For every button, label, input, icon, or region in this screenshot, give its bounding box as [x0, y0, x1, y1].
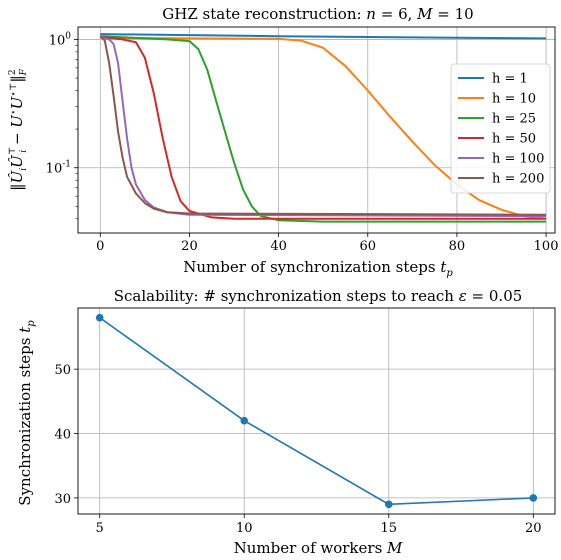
top-series-line-3 [100, 35, 547, 220]
top-plot-frame [77, 26, 556, 234]
bottom-chart-title: Scalability: # synchronization steps to … [114, 287, 523, 305]
top-x-axis-label: Number of synchronization steps tp [183, 258, 453, 279]
top-legend-label: h = 10 [492, 92, 536, 107]
top-series-group [99, 33, 547, 223]
top-x-tick-label: 60 [359, 239, 376, 254]
bottom-data-point [384, 500, 393, 509]
top-chart-title: GHZ state reconstruction: n = 6, M = 10 [162, 5, 473, 23]
bottom-data-point [95, 313, 104, 322]
top-x-tick-label: 40 [270, 239, 287, 254]
top-legend-box [450, 63, 551, 194]
top-series-line-5 [99, 35, 547, 216]
bottom-ticks: 5 10 15 20 30 40 50 [54, 363, 541, 536]
top-series-line-0 [100, 33, 547, 40]
bottom-y-axis-label: Synchronization steps tp [16, 320, 37, 506]
bottom-grid [78, 308, 555, 514]
top-y-tick-label: 100 [49, 31, 72, 48]
bottom-x-tick-label: 20 [525, 521, 542, 536]
top-y-tick-label: 10-1 [46, 160, 71, 177]
top-legend-label: h = 50 [492, 132, 536, 147]
top-chart: 0 20 40 60 80 100 100 10-1 GHZ state reconstruc… [8, 5, 558, 279]
bottom-data-point [529, 494, 538, 502]
bottom-y-tick-label: 40 [54, 428, 71, 443]
top-y-axis-label: ‖ÛiÛ⊤i − U⋆U⋆⊤‖2F [8, 68, 29, 190]
bottom-data-point [240, 416, 249, 425]
bottom-x-tick-label: 5 [96, 521, 104, 536]
top-x-tick-label: 100 [534, 239, 559, 254]
top-legend: h = 1 h = 10 h = 25 h = 50 h = 100 h = 200 [450, 63, 551, 194]
bottom-y-tick-label: 50 [54, 363, 71, 378]
bottom-x-tick-label: 15 [380, 521, 397, 536]
bottom-chart: 5 10 15 20 30 40 50 Scalability: # synchroniza… [16, 287, 556, 557]
top-legend-label: h = 25 [492, 112, 536, 127]
bottom-x-axis-label: Number of workers M [234, 539, 403, 557]
top-x-tick-label: 80 [449, 239, 466, 254]
top-legend-label: h = 1 [492, 72, 528, 87]
top-x-tick-label: 20 [181, 239, 198, 254]
bottom-plot-frame [77, 307, 556, 515]
bottom-series-line [99, 317, 534, 506]
top-ticks: 0 20 40 60 80 100 100 10-1 [46, 31, 559, 254]
bottom-y-tick-label: 30 [54, 492, 71, 507]
bottom-x-tick-label: 10 [236, 521, 253, 536]
top-legend-label: h = 200 [492, 172, 544, 187]
bottom-series-group [95, 313, 538, 509]
top-series-line-1 [100, 36, 547, 220]
top-legend-label: h = 100 [492, 152, 544, 167]
top-x-tick-label: 0 [96, 239, 104, 254]
